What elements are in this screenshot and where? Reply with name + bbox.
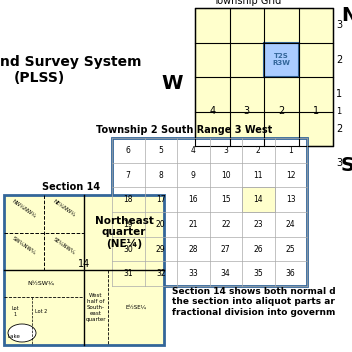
Text: 3: 3 (223, 146, 228, 155)
Text: S: S (341, 156, 352, 175)
Text: 34: 34 (221, 269, 231, 278)
Text: 1: 1 (336, 107, 341, 116)
Text: West
half of
South-
east
quarter: West half of South- east quarter (86, 294, 106, 322)
Text: 26: 26 (253, 245, 263, 253)
Text: 15: 15 (221, 195, 231, 204)
Text: E½SE¼: E½SE¼ (126, 305, 146, 310)
Text: 30: 30 (123, 245, 133, 253)
Text: 1: 1 (288, 146, 293, 155)
Text: 23: 23 (253, 220, 263, 229)
Text: 13: 13 (286, 195, 296, 204)
Text: NW¼NW¼: NW¼NW¼ (11, 198, 37, 219)
Text: 4: 4 (209, 107, 215, 117)
Text: 8: 8 (158, 170, 163, 180)
Text: 3: 3 (244, 107, 250, 117)
Text: Northeast
quarter
(NE¼): Northeast quarter (NE¼) (95, 216, 153, 249)
Text: 7: 7 (126, 170, 131, 180)
Text: 33: 33 (188, 269, 198, 278)
Text: 5: 5 (158, 146, 163, 155)
Text: SW¼NW¼: SW¼NW¼ (11, 236, 37, 256)
Bar (195, 8, 333, 146)
Bar (242, 187, 275, 212)
Text: 3: 3 (336, 20, 342, 30)
Text: 27: 27 (221, 245, 231, 253)
Bar (264, 43, 298, 77)
Bar (112, 138, 307, 286)
Text: 10: 10 (221, 170, 231, 180)
Text: nd Survey System: nd Survey System (0, 55, 142, 69)
Text: 35: 35 (253, 269, 263, 278)
Text: W: W (162, 74, 183, 93)
Text: 32: 32 (156, 269, 165, 278)
Text: 1: 1 (313, 107, 319, 117)
Text: 3: 3 (336, 158, 342, 168)
Text: Township Grid: Township Grid (213, 0, 282, 6)
Text: 9: 9 (191, 170, 196, 180)
Text: 22: 22 (221, 220, 231, 229)
Ellipse shape (8, 324, 36, 342)
Text: 17: 17 (156, 195, 165, 204)
Text: 2: 2 (336, 124, 342, 134)
Text: 29: 29 (156, 245, 165, 253)
Text: N: N (341, 6, 352, 25)
Text: Township 2 South Range 3 West: Township 2 South Range 3 West (96, 125, 272, 135)
Text: T2S
R3W: T2S R3W (272, 53, 290, 66)
Text: 6: 6 (126, 146, 131, 155)
Text: Lake: Lake (8, 334, 21, 339)
Text: 14: 14 (78, 259, 90, 269)
Text: 12: 12 (286, 170, 295, 180)
Text: 28: 28 (189, 245, 198, 253)
Text: 18: 18 (124, 195, 133, 204)
Text: (PLSS): (PLSS) (14, 71, 65, 85)
Text: SE¼NW¼: SE¼NW¼ (52, 237, 76, 256)
Text: 36: 36 (286, 269, 296, 278)
Bar (4, 195, 164, 345)
Text: 14: 14 (253, 195, 263, 204)
Text: 16: 16 (188, 195, 198, 204)
Text: 2: 2 (256, 146, 260, 155)
Text: 19: 19 (124, 220, 133, 229)
Text: 21: 21 (189, 220, 198, 229)
Text: Lot 2: Lot 2 (35, 309, 47, 314)
Text: 24: 24 (286, 220, 296, 229)
Text: Lot
1: Lot 1 (11, 306, 19, 317)
Text: N½SW¼: N½SW¼ (27, 281, 54, 286)
Text: 4: 4 (191, 146, 196, 155)
Text: 25: 25 (286, 245, 296, 253)
Text: 2: 2 (278, 107, 284, 117)
Text: 2: 2 (336, 55, 342, 65)
Text: Section 14: Section 14 (42, 182, 100, 192)
Text: 20: 20 (156, 220, 165, 229)
Text: NE¼NW¼: NE¼NW¼ (52, 199, 76, 218)
Text: Section 14 shows both normal d
the section into aliquot parts ar
fractional divi: Section 14 shows both normal d the secti… (172, 287, 335, 317)
Text: 1: 1 (336, 89, 342, 99)
Text: 31: 31 (124, 269, 133, 278)
Text: 11: 11 (253, 170, 263, 180)
